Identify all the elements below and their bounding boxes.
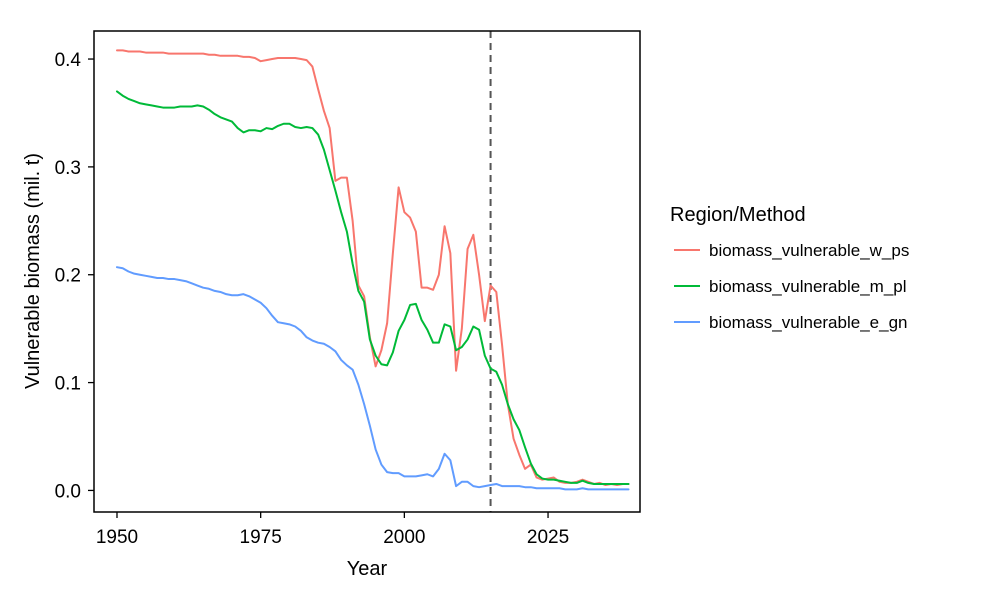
x-tick-label: 1975: [240, 527, 282, 548]
y-tick-label: 0.4: [55, 50, 82, 71]
y-tick-label: 0.2: [55, 266, 81, 287]
series-line-biomass_vulnerable_e_gn: [115, 266, 630, 491]
legend-label: biomass_vulnerable_m_pl: [709, 277, 907, 296]
plot-border: [93, 30, 641, 513]
x-axis: 1950 1975 2000 2025: [96, 512, 569, 548]
x-tick-label: 2000: [383, 527, 425, 548]
y-axis: 0.0 0.1 0.2 0.3 0.4: [55, 50, 94, 502]
legend-label: biomass_vulnerable_e_gn: [709, 313, 907, 332]
series-layer: [115, 49, 630, 491]
x-tick-label: 1950: [96, 527, 138, 548]
legend: Region/Method biomass_vulnerable_w_psbio…: [670, 204, 909, 332]
x-axis-title: Year: [347, 558, 388, 580]
legend-label: biomass_vulnerable_w_ps: [709, 241, 909, 260]
y-axis-title: Vulnerable biomass (mil. t): [22, 153, 44, 389]
y-tick-label: 0.0: [55, 481, 81, 502]
plot-panel: [94, 31, 640, 512]
x-tick-label: 2025: [527, 527, 569, 548]
legend-title: Region/Method: [670, 204, 806, 226]
series-line-biomass_vulnerable_m_pl: [115, 90, 630, 485]
y-tick-label: 0.3: [55, 158, 81, 179]
y-tick-label: 0.1: [55, 374, 81, 395]
